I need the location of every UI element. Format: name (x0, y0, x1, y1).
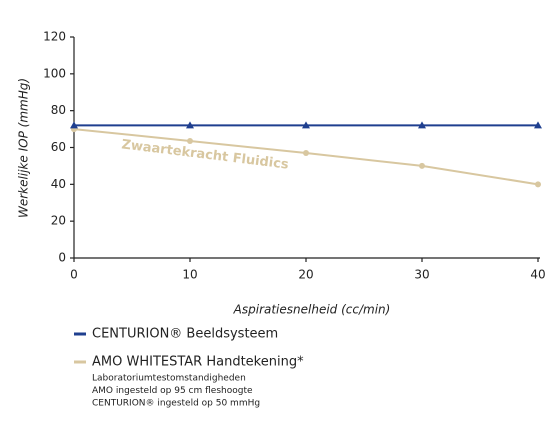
marker (535, 181, 541, 188)
y-tick-label: 20 (51, 214, 66, 228)
y-tick-label: 40 (51, 177, 66, 191)
series-line (73, 128, 539, 186)
marker (186, 121, 194, 129)
marker (534, 121, 542, 129)
legend-note: Laboratoriumtestomstandigheden (92, 374, 246, 384)
legend-note: CENTURION® ingesteld op 50 mmHg (92, 399, 260, 409)
x-tick-label: 20 (298, 268, 313, 282)
marker (187, 138, 193, 145)
marker (418, 121, 426, 129)
y-axis-title: Werkelijke IOP (mmHg) (17, 78, 31, 218)
y-tick-label: 60 (51, 140, 66, 154)
marker (419, 162, 425, 169)
y-tick-label: 0 (58, 251, 66, 265)
x-tick-label: 0 (70, 268, 78, 282)
y-tick-label: 80 (51, 103, 66, 117)
marker (70, 121, 78, 129)
legend-note: AMO ingesteld op 95 cm fleshoogte (92, 386, 253, 396)
x-axis-title: Aspiratiesnelheid (cc/min) (233, 303, 391, 317)
legend-label: CENTURION® Beeldsysteem (92, 327, 278, 342)
y-tick-label: 120 (43, 30, 66, 44)
x-tick-label: 40 (530, 268, 545, 282)
marker (302, 121, 310, 129)
x-tick-label: 10 (182, 268, 197, 282)
marker (303, 150, 309, 157)
y-tick-label: 100 (43, 66, 66, 80)
legend-label: AMO WHITESTAR Handtekening* (92, 355, 304, 370)
x-tick-label: 30 (414, 268, 429, 282)
